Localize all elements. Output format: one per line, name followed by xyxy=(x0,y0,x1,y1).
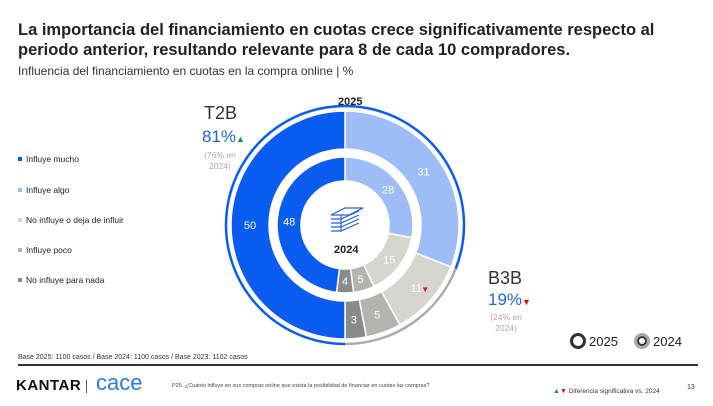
t2b-label: T2B xyxy=(204,103,238,123)
data-label: 5 xyxy=(358,274,364,286)
legend-swatch xyxy=(18,218,22,222)
legend-label: Influye algo xyxy=(26,185,70,195)
b3b-percent: 19% xyxy=(488,290,523,309)
t2b-value: 81%▲ xyxy=(202,127,245,147)
b3b-previous: (24% en 2024) xyxy=(490,312,522,333)
year-legend-2024: 2024 xyxy=(634,333,682,349)
legend-item: Influye mucho xyxy=(18,154,79,164)
data-label: 50 xyxy=(244,220,256,232)
legend-item: No influye para nada xyxy=(18,275,104,285)
down-arrow-icon: ▼ xyxy=(559,388,567,395)
donut-segment xyxy=(230,110,346,340)
data-label: 15 xyxy=(383,254,395,266)
significance-text: Diferencia significativa vs. 2024 xyxy=(568,388,660,395)
data-label: 28 xyxy=(382,184,394,196)
b3b-value: 19%▼ xyxy=(488,290,531,310)
cace-logo: cace xyxy=(96,370,143,395)
outer-year-label: 2025 xyxy=(338,96,363,108)
t2b-percent: 81% xyxy=(202,127,237,146)
t2b-previous: (76% en 2024) xyxy=(204,150,236,171)
t2b-arc xyxy=(224,104,466,346)
up-arrow-icon: ▲ xyxy=(236,134,245,144)
legend-swatch xyxy=(18,188,22,192)
page-title: La importancia del financiamiento en cuo… xyxy=(18,21,655,59)
significance-note: ▲▼ Diferencia significativa vs. 2024 xyxy=(553,388,660,395)
base-note: Base 2025: 1100 casos / Base 2024: 1100 … xyxy=(18,354,248,361)
legend-swatch xyxy=(18,157,22,161)
legend-item: Influye algo xyxy=(18,185,69,195)
up-arrow-icon: ▲ xyxy=(553,388,560,395)
down-arrow-icon: ▼ xyxy=(522,297,531,307)
year-legend-label: 2025 xyxy=(589,333,618,349)
money-stack-icon xyxy=(330,207,364,232)
donut-segment xyxy=(276,156,346,294)
b3b-arc xyxy=(344,268,457,346)
page-number: 13 xyxy=(687,384,695,391)
ring-icon xyxy=(570,333,586,349)
legend-label: No influye para nada xyxy=(26,275,105,285)
legend-item: No influye o deja de influir xyxy=(18,215,124,225)
ring-icon xyxy=(634,333,650,349)
data-label: 31 xyxy=(417,167,429,179)
question-text: P25. ¿Cuánto influye en sus compras onli… xyxy=(172,383,430,389)
legend-swatch xyxy=(18,248,22,252)
data-label: 3 xyxy=(351,315,357,327)
b3b-label: B3B xyxy=(488,268,523,288)
kantar-logo: KANTAR xyxy=(16,377,82,394)
year-legend-2025: 2025 xyxy=(570,333,618,349)
data-label: 48 xyxy=(283,216,295,228)
down-arrow-icon: ▼ xyxy=(421,285,429,294)
data-label: 4 xyxy=(342,276,348,288)
data-label: 11 xyxy=(411,283,422,295)
legend-item: Influye poco xyxy=(18,245,72,255)
divider xyxy=(18,364,698,366)
year-legend-label: 2024 xyxy=(653,333,682,349)
logo-divider xyxy=(86,380,87,393)
inner-year-label: 2024 xyxy=(334,244,359,256)
data-label: 5 xyxy=(374,309,380,321)
legend-label: Influye poco xyxy=(26,245,72,255)
legend-label: Influye mucho xyxy=(26,154,79,164)
legend-label: No influye o deja de influir xyxy=(26,215,124,225)
legend-swatch xyxy=(18,278,22,282)
chart-subtitle: Influencia del financiamiento en cuotas … xyxy=(18,64,354,78)
